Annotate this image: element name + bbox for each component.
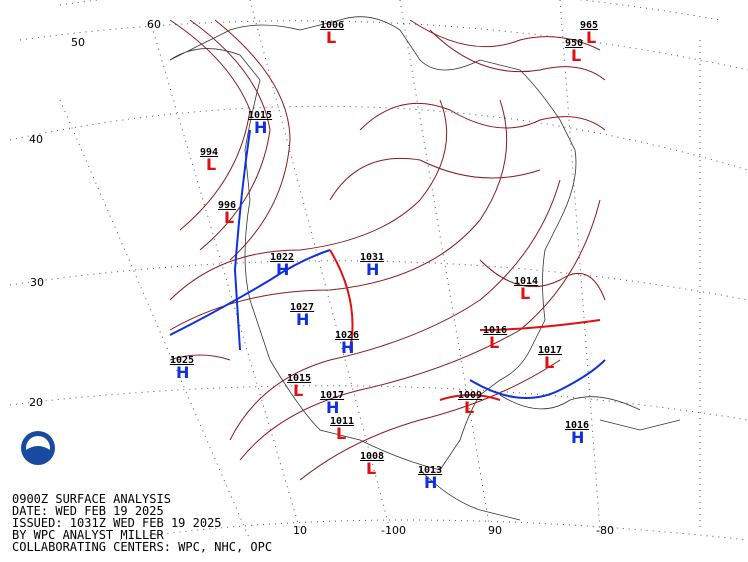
pressure-value: 1017 <box>320 390 344 401</box>
pressure-center: L <box>489 333 499 352</box>
pressure-center: H <box>254 118 267 137</box>
pressure-center: L <box>366 459 376 478</box>
fronts <box>169 129 606 401</box>
pressure-value: 1016 <box>483 325 507 336</box>
pressure-value: 1015 <box>287 373 311 384</box>
pressure-value: 1026 <box>335 330 359 341</box>
longitude-label: 90 <box>488 524 502 537</box>
pressure-value: 1014 <box>514 276 538 287</box>
pressure-value: 1031 <box>360 252 384 263</box>
latitude-label: 40 <box>29 133 43 146</box>
pressure-center: H <box>296 310 309 329</box>
latitude-label: 20 <box>29 396 43 409</box>
caption-line: DATE: WED FEB 19 2025 <box>12 504 164 518</box>
longitude-label: -100 <box>381 524 406 537</box>
pressure-value: 1008 <box>360 451 384 462</box>
pressure-value: 1017 <box>538 345 562 356</box>
longitude-label: -80 <box>596 524 614 537</box>
pressure-center: L <box>586 28 596 47</box>
pressure-center: H <box>326 398 339 417</box>
pressure-value: 1015 <box>248 110 272 121</box>
latitude-label: 10 <box>293 524 307 537</box>
latitude-label: 50 <box>71 36 85 49</box>
caption-line: COLLABORATING CENTERS: WPC, NHC, OPC <box>12 540 272 554</box>
pressure-center: L <box>571 46 581 65</box>
pressure-value: 1011 <box>330 416 354 427</box>
lat-lon-grid <box>9 0 748 541</box>
pressure-value: 994 <box>200 147 218 158</box>
pressure-value: 996 <box>218 200 236 211</box>
pressure-center: H <box>176 363 189 382</box>
pressure-center: H <box>424 473 437 492</box>
pressure-center: L <box>206 155 216 174</box>
pressure-value: 1022 <box>270 252 294 263</box>
pressure-center: H <box>341 338 354 357</box>
caption-line: ISSUED: 1031Z WED FEB 19 2025 <box>12 516 222 530</box>
pressure-center: H <box>276 260 289 279</box>
pressure-value: 1013 <box>418 465 442 476</box>
pressure-center: L <box>326 28 336 47</box>
latitude-label: 60 <box>147 18 161 31</box>
pressure-center: H <box>366 260 379 279</box>
pressure-value: 1025 <box>170 355 194 366</box>
pressure-center: L <box>520 284 530 303</box>
isobars <box>169 19 606 481</box>
noaa-logo <box>21 431 55 465</box>
pressure-center: H <box>571 428 584 447</box>
caption-line: 0900Z SURFACE ANALYSIS <box>12 492 171 506</box>
pressure-center: L <box>336 424 346 443</box>
latitude-label: 30 <box>30 276 44 289</box>
pressure-value: 1027 <box>290 302 314 313</box>
pressure-center: L <box>544 353 554 372</box>
pressure-center: L <box>293 381 303 400</box>
pressure-value: 950 <box>565 38 583 49</box>
pressure-center: L <box>464 398 474 417</box>
pressure-value: 965 <box>580 20 598 31</box>
coastlines <box>169 16 681 521</box>
pressure-value: 1006 <box>320 20 344 31</box>
pressure-value: 1009 <box>458 390 482 401</box>
pressure-value: 1016 <box>565 420 589 431</box>
caption-line: BY WPC ANALYST MILLER <box>12 528 164 542</box>
pressure-center: L <box>224 208 234 227</box>
